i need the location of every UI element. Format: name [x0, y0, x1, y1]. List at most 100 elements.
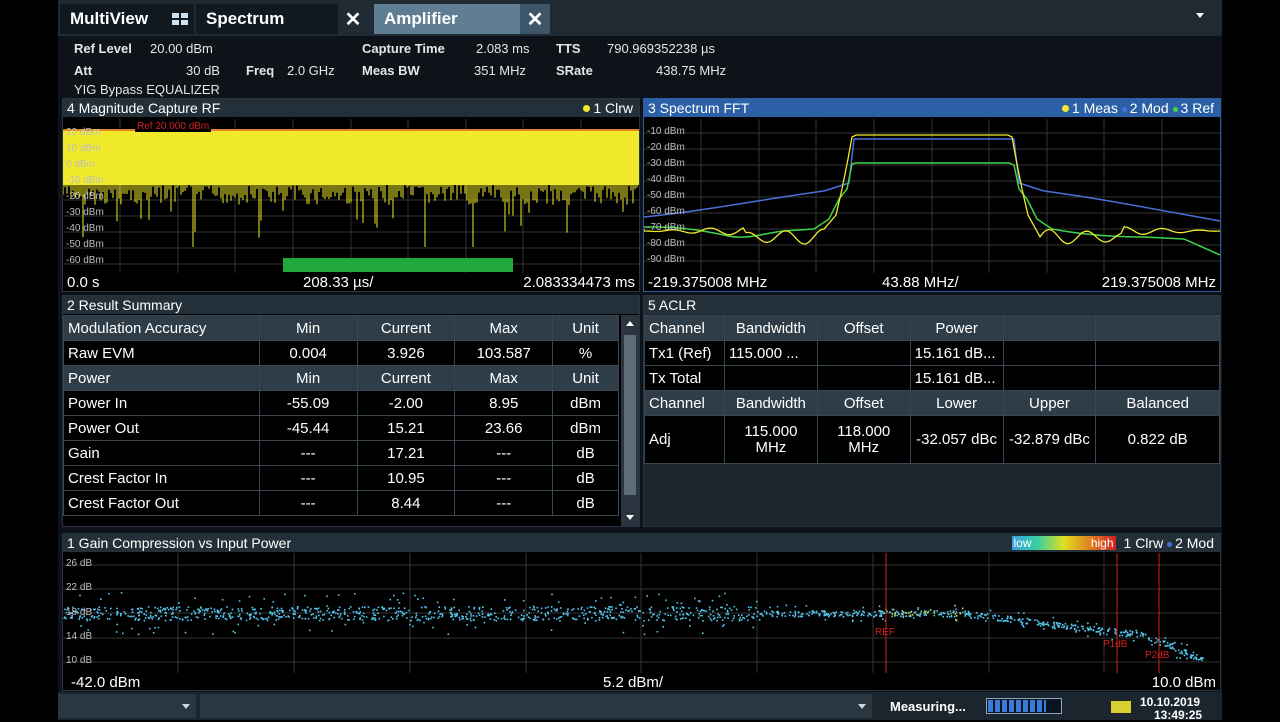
- scatter-point: [433, 616, 435, 619]
- scatter-point: [98, 609, 101, 611]
- magnitude-capture-panel[interactable]: 4 Magnitude Capture RF 1 Clrw Ref 20.000…: [62, 98, 640, 292]
- scatter-point: [1141, 633, 1144, 635]
- table-row[interactable]: Raw EVM 0.004 3.926 103.587%: [63, 340, 619, 366]
- scatter-point: [63, 617, 66, 619]
- scatter-point: [1058, 622, 1060, 624]
- scatter-point: [712, 618, 715, 620]
- scatter-point: [1006, 617, 1009, 619]
- scatter-point: [503, 615, 506, 617]
- scatter-point: [801, 615, 803, 618]
- scatter-point: [793, 615, 796, 618]
- scatter-point: [705, 610, 707, 612]
- scatter-point: [139, 610, 141, 612]
- status-dropdown-2[interactable]: [200, 694, 872, 718]
- scatter-point: [178, 602, 180, 604]
- scatter-point: [909, 611, 912, 614]
- scatter-point: [658, 593, 660, 596]
- scatter-point: [979, 614, 981, 617]
- scatter-point: [776, 611, 779, 614]
- table-row[interactable]: Tx Total 15.161 dB...: [644, 365, 1220, 391]
- scatter-point: [80, 625, 82, 627]
- scatter-point: [880, 613, 882, 615]
- scatter-point: [851, 620, 854, 623]
- close-spectrum-icon[interactable]: ✕: [338, 4, 368, 34]
- scatter-point: [83, 609, 86, 612]
- close-amplifier-icon[interactable]: ✕: [520, 4, 550, 34]
- scatter-point: [223, 612, 226, 614]
- scatter-point: [164, 608, 167, 611]
- gain-compression-panel[interactable]: 1 Gain Compression vs Input Power low hi…: [62, 533, 1221, 691]
- capture-plot[interactable]: Ref 20.000 dBm 20 dBm 10 dBm 0 dBm -10 dBm -…: [62, 119, 639, 273]
- result-summary-panel[interactable]: 2 Result Summary Modulation Accuracy Min C…: [62, 295, 640, 527]
- scatter-point: [1186, 657, 1188, 660]
- scatter-point: [726, 604, 728, 606]
- summary-scrollbar[interactable]: [621, 315, 639, 526]
- scatter-point: [735, 608, 738, 611]
- chevron-down-icon[interactable]: [1196, 13, 1204, 18]
- scatter-point: [86, 619, 89, 622]
- scatter-point: [204, 618, 206, 620]
- scatter-point: [827, 615, 830, 618]
- status-dropdown-1[interactable]: [58, 694, 196, 718]
- aclr-panel[interactable]: 5 ACLR Channel Bandwidth Offset Power Tx1 (…: [643, 295, 1221, 527]
- scatter-point: [606, 617, 609, 619]
- tab-multiview[interactable]: MultiView: [60, 4, 194, 34]
- table-row[interactable]: Crest Factor In --- 10.95 --- dB: [63, 465, 619, 491]
- scatter-point: [371, 618, 373, 621]
- scatter-point: [912, 617, 915, 619]
- scatter-point: [860, 620, 862, 622]
- scatter-point: [462, 617, 464, 620]
- scatter-point: [789, 611, 792, 613]
- scatter-point: [615, 618, 618, 621]
- scatter-point: [222, 615, 225, 618]
- scatter-point: [424, 615, 427, 617]
- scatter-point: [1126, 635, 1128, 637]
- table-row[interactable]: Crest Factor Out --- 8.44 --- dB: [63, 490, 619, 516]
- tab-spectrum[interactable]: Spectrum ✕: [196, 4, 368, 34]
- scatter-point: [1039, 622, 1042, 625]
- scatter-point: [1097, 627, 1100, 630]
- scatter-point: [879, 610, 882, 612]
- table-row[interactable]: Adj 115.000 MHz 118.000 MHz -32.057 dBc …: [644, 415, 1220, 464]
- scatter-point: [620, 611, 622, 613]
- scatter-point: [919, 613, 921, 616]
- gain-grid: [63, 553, 1220, 673]
- table-row[interactable]: Tx1 (Ref) 115.000 ... 15.161 dB...: [644, 340, 1220, 366]
- scatter-point: [672, 608, 675, 610]
- scroll-up-icon[interactable]: [626, 321, 634, 326]
- scatter-point: [646, 595, 648, 597]
- scatter-point: [923, 612, 925, 614]
- scatter-point: [528, 612, 531, 614]
- tab-amplifier[interactable]: Amplifier ✕: [374, 4, 550, 34]
- scatter-point: [254, 612, 256, 615]
- gain-plot[interactable]: REF P1dB P2dB 26 dB 22 dB 18 dB 14 dB 10 dB: [63, 553, 1220, 673]
- scatter-point: [1098, 627, 1100, 629]
- scatter-point: [1086, 627, 1089, 629]
- scatter-point: [259, 612, 261, 615]
- scatter-point: [1171, 646, 1174, 648]
- scatter-point: [336, 609, 339, 611]
- scroll-thumb[interactable]: [624, 335, 636, 495]
- scatter-point: [1077, 626, 1079, 629]
- table-cell: dBm: [552, 415, 619, 441]
- status-date: 10.10.2019: [1140, 695, 1201, 709]
- table-row[interactable]: Gain --- 17.21 --- dB: [63, 440, 619, 466]
- fft-trace-ref: [644, 162, 1221, 256]
- table-row[interactable]: Power In -55.09 -2.00 8.95 dBm: [63, 390, 619, 416]
- scatter-point: [724, 616, 726, 619]
- aclr-table: Channel Bandwidth Offset Power Tx1 (Ref) 115…: [644, 315, 1220, 464]
- scroll-down-icon[interactable]: [626, 515, 634, 520]
- scatter-point: [523, 618, 525, 620]
- scatter-point: [401, 614, 404, 617]
- spectrum-fft-panel[interactable]: 3 Spectrum FFT 1 Meas 2 Mod 3 Ref -10 dB…: [643, 98, 1221, 292]
- table-cell: Tx Total: [644, 365, 725, 391]
- scatter-point: [352, 611, 355, 613]
- scatter-point: [473, 608, 475, 610]
- scatter-point: [857, 612, 859, 615]
- fft-plot[interactable]: -10 dBm -20 dBm -30 dBm -40 dBm -50 dBm -60 d…: [643, 119, 1221, 273]
- scatter-point: [450, 612, 453, 615]
- scatter-point: [1007, 615, 1009, 618]
- gain-x-div: 5.2 dBm/: [603, 674, 664, 691]
- table-cell: dBm: [552, 390, 619, 416]
- table-row[interactable]: Power Out -45.44 15.21 23.66 dBm: [63, 415, 619, 441]
